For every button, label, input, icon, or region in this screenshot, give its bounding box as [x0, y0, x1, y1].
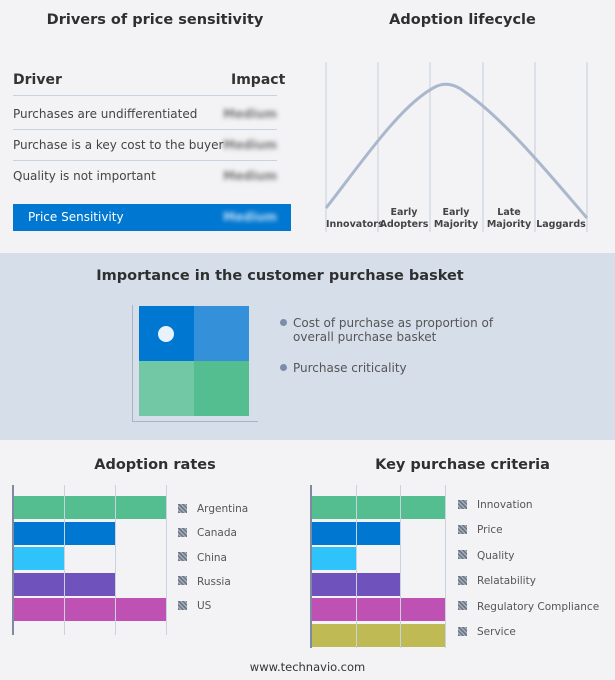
legend-swatch-icon	[178, 503, 187, 513]
lifecycle-stage: Late Majority	[486, 207, 532, 230]
lifecycle-title: Adoption lifecycle	[389, 12, 536, 28]
legend-item: Relatability	[458, 575, 536, 587]
legend-dot	[280, 319, 287, 326]
driver-row: Purchases are undifferentiated Medium	[13, 99, 277, 130]
driver-row: Purchase is a key cost to the buyer Mediu…	[13, 130, 277, 161]
bar-innovation	[312, 496, 445, 519]
position-marker	[158, 326, 174, 342]
driver-label: Purchase is a key cost to the buyer	[13, 138, 224, 152]
legend-item: Service	[458, 626, 516, 638]
y-axis	[310, 485, 312, 648]
header-divider	[13, 95, 277, 96]
key-criteria-title: Key purchase criteria	[375, 457, 550, 473]
quadrant-bottom-right	[194, 361, 249, 416]
legend-item: Canada	[178, 527, 237, 539]
gridline	[166, 485, 167, 635]
bar-service	[312, 623, 445, 647]
legend-item: Price	[458, 524, 503, 536]
legend-swatch-icon	[178, 600, 187, 610]
quadrant-top-right	[194, 306, 249, 361]
legend-swatch-icon	[458, 601, 467, 611]
basket-title: Importance in the customer purchase bask…	[96, 268, 464, 284]
legend-cost: Cost of purchase as proportion of	[280, 316, 493, 330]
legend-swatch-icon	[458, 550, 467, 560]
matrix-x-axis	[132, 421, 258, 422]
lifecycle-stage: Early Majority	[433, 207, 479, 230]
legend-swatch-icon	[458, 626, 467, 636]
bar-argentina	[14, 496, 166, 519]
gridline	[64, 485, 65, 635]
gridline	[400, 485, 402, 648]
matrix-y-axis	[132, 305, 133, 422]
legend-item: Quality	[458, 550, 515, 562]
y-axis	[12, 485, 14, 635]
impact-value: Medium	[223, 138, 277, 152]
driver-column-header: Driver	[13, 72, 62, 88]
legend-item: Russia	[178, 576, 231, 588]
bar-china	[14, 547, 64, 570]
lifecycle-curve	[324, 82, 589, 219]
driver-label: Purchases are undifferentiated	[13, 107, 198, 121]
gridline	[115, 485, 116, 635]
legend-criticality: Purchase criticality	[280, 361, 407, 375]
legend-dot	[280, 364, 287, 371]
footer-url: www.technavio.com	[249, 660, 366, 674]
adoption-rates-title: Adoption rates	[94, 457, 216, 473]
bar-regulatory-compliance	[312, 598, 445, 621]
legend-swatch-icon	[458, 575, 467, 585]
impact-value: Medium	[223, 169, 277, 183]
summary-impact: Medium	[223, 210, 277, 224]
drivers-title: Drivers of price sensitivity	[46, 12, 264, 28]
driver-row: Quality is not important Medium	[13, 161, 277, 192]
quadrant-bottom-left	[139, 361, 194, 416]
legend-item: Argentina	[178, 503, 248, 515]
impact-column-header: Impact	[231, 72, 286, 88]
lifecycle-chart	[324, 62, 589, 232]
lifecycle-stage: Early Adopters	[379, 207, 429, 230]
summary-label: Price Sensitivity	[28, 210, 124, 224]
gridline	[355, 485, 357, 648]
driver-label: Quality is not important	[13, 169, 156, 183]
legend-swatch-icon	[178, 576, 187, 586]
legend-swatch-icon	[178, 527, 187, 537]
basket-section	[0, 253, 615, 440]
legend-swatch-icon	[458, 499, 467, 509]
price-sensitivity-summary: Price Sensitivity Medium	[13, 204, 291, 231]
legend-swatch-icon	[458, 524, 467, 534]
legend-cost-cont: overall purchase basket	[293, 330, 437, 344]
legend-swatch-icon	[178, 552, 187, 562]
gridline	[445, 485, 446, 648]
bar-us	[14, 598, 166, 621]
bar-quality	[312, 547, 356, 570]
legend-item: China	[178, 552, 227, 564]
impact-value: Medium	[223, 107, 277, 121]
legend-item: Regulatory Compliance	[458, 601, 599, 613]
lifecycle-stage: Laggards	[536, 219, 586, 230]
legend-item: Innovation	[458, 499, 533, 511]
legend-item: US	[178, 600, 211, 612]
lifecycle-stage: Innovators	[326, 219, 384, 230]
